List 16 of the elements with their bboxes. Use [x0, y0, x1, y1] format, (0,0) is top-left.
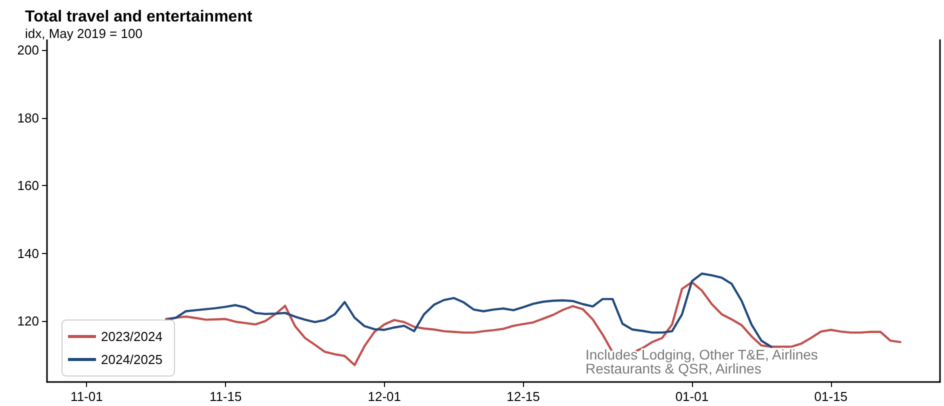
y-tick-label: 140	[17, 246, 39, 261]
x-tick-label: 12-15	[506, 389, 540, 404]
legend-label: 2024/2025	[101, 352, 162, 367]
y-tick-label: 120	[17, 314, 39, 329]
chart-title: Total travel and entertainment	[25, 8, 253, 26]
x-tick-label: 11-01	[70, 389, 103, 404]
x-tick-label: 01-01	[675, 389, 709, 404]
legend-label: 2023/2024	[101, 329, 162, 344]
chart-subtitle: idx, May 2019 = 100	[25, 26, 142, 41]
x-tick-label: 12-01	[368, 389, 401, 404]
y-tick-label: 200	[17, 42, 39, 58]
y-tick-label: 180	[17, 110, 39, 126]
y-tick-label: 160	[17, 178, 39, 194]
x-tick-label: 11-15	[209, 389, 242, 404]
line-series	[164, 272, 772, 348]
x-tick-label: 01-15	[814, 389, 848, 404]
